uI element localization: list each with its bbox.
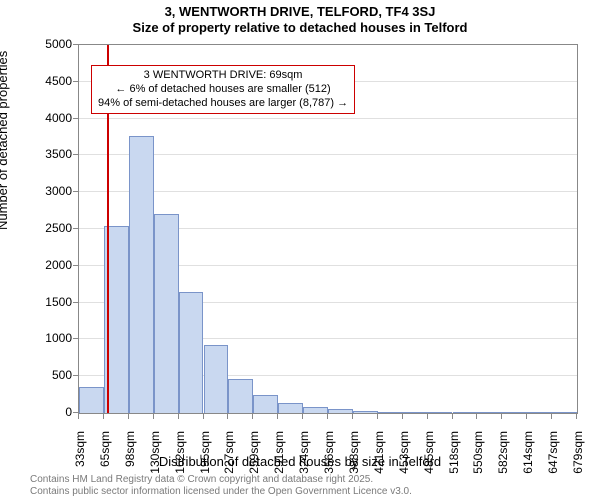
chart-title-line2: Size of property relative to detached ho… (0, 20, 600, 35)
footer-line2: Contains public sector information licen… (30, 486, 412, 497)
histogram-bar (552, 412, 577, 413)
x-tick-mark (576, 414, 577, 419)
annotation-line1: 3 WENTWORTH DRIVE: 69sqm (98, 69, 348, 83)
x-tick-mark (476, 414, 477, 419)
histogram-bar (204, 345, 229, 413)
y-tick-label: 1000 (12, 331, 72, 345)
plot-area: 3 WENTWORTH DRIVE: 69sqm ← 6% of detache… (78, 44, 578, 414)
y-tick-label: 500 (12, 368, 72, 382)
y-axis-label: Number of detached properties (0, 51, 10, 230)
histogram-bar (477, 412, 502, 413)
y-tick-label: 2000 (12, 258, 72, 272)
histogram-bar (253, 395, 278, 413)
annotation-line3: 94% of semi-detached houses are larger (… (98, 97, 348, 111)
x-tick-mark (501, 414, 502, 419)
x-tick-mark (452, 414, 453, 419)
histogram-bar (129, 136, 154, 413)
y-tick-label: 5000 (12, 37, 72, 51)
histogram-bar (228, 379, 253, 413)
histogram-bar (303, 407, 328, 413)
histogram-bar (378, 412, 403, 413)
x-axis-label: Distribution of detached houses by size … (0, 454, 600, 469)
x-tick-mark (526, 414, 527, 419)
y-tick-label: 1500 (12, 295, 72, 309)
x-tick-mark (227, 414, 228, 419)
y-tick-label: 3000 (12, 184, 72, 198)
histogram-bar (79, 387, 104, 413)
y-tick-label: 2500 (12, 221, 72, 235)
x-tick-mark (302, 414, 303, 419)
histogram-bar (453, 412, 478, 413)
gridline (79, 118, 577, 119)
histogram-bar (403, 412, 428, 413)
histogram-bar (502, 412, 527, 413)
x-tick-mark (153, 414, 154, 419)
x-tick-mark (128, 414, 129, 419)
histogram-bar (154, 214, 179, 413)
histogram-bar (179, 292, 204, 413)
y-tick-label: 4000 (12, 111, 72, 125)
x-tick-mark (402, 414, 403, 419)
gridline (79, 191, 577, 192)
x-tick-mark (427, 414, 428, 419)
x-tick-mark (178, 414, 179, 419)
annotation-box: 3 WENTWORTH DRIVE: 69sqm ← 6% of detache… (91, 65, 355, 114)
x-tick-mark (352, 414, 353, 419)
chart-title-line1: 3, WENTWORTH DRIVE, TELFORD, TF4 3SJ (0, 4, 600, 19)
x-tick-mark (203, 414, 204, 419)
x-tick-mark (252, 414, 253, 419)
histogram-bar (328, 409, 353, 413)
x-tick-mark (377, 414, 378, 419)
y-tick-label: 4500 (12, 74, 72, 88)
histogram-bar (278, 403, 303, 413)
x-tick-mark (551, 414, 552, 419)
x-tick-mark (78, 414, 79, 419)
x-tick-mark (327, 414, 328, 419)
histogram-bar (527, 412, 552, 413)
y-tick-label: 3500 (12, 147, 72, 161)
histogram-bar (428, 412, 453, 413)
x-tick-mark (277, 414, 278, 419)
y-tick-label: 0 (12, 405, 72, 419)
annotation-line2: ← 6% of detached houses are smaller (512… (98, 83, 348, 97)
footer-line1: Contains HM Land Registry data © Crown c… (30, 474, 373, 485)
gridline (79, 154, 577, 155)
histogram-bar (353, 411, 378, 413)
x-tick-mark (103, 414, 104, 419)
chart-container: 3, WENTWORTH DRIVE, TELFORD, TF4 3SJ Siz… (0, 0, 600, 500)
